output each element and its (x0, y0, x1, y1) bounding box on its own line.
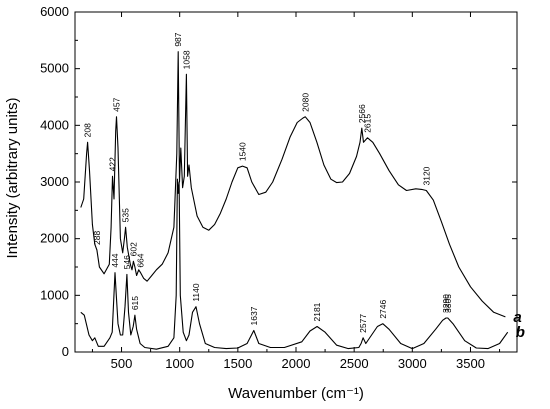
x-tick-label: 3500 (456, 356, 485, 371)
x-tick-label: 1500 (223, 356, 252, 371)
y-tick-label: 5000 (40, 61, 69, 76)
y-tick-label: 4000 (40, 117, 69, 132)
peak-label: 288 (92, 231, 102, 245)
peak-label: 3120 (421, 166, 431, 185)
y-tick-label: 3000 (40, 174, 69, 189)
peak-label: 1637 (249, 306, 259, 325)
peak-label: 2080 (300, 93, 310, 112)
peak-label: 535 (121, 208, 131, 222)
peak-label: 602 (128, 242, 138, 256)
series-label-a: a (513, 309, 521, 326)
peak-label: 422 (107, 157, 117, 171)
axes: 500 1000 1500 2000 2500 3000 3500 0 1000 2000 3000… (40, 4, 518, 371)
peak-label: 1058 (181, 50, 191, 69)
y-tick-label: 6000 (40, 4, 69, 19)
peak-label: 457 (112, 97, 122, 111)
peak-label: 546 (122, 255, 132, 269)
x-tick-label: 500 (111, 356, 133, 371)
x-tick-label: 1000 (165, 356, 194, 371)
peak-label: 1140 (191, 283, 201, 302)
y-tick-label: 2000 (40, 231, 69, 246)
x-tick-label: 3000 (398, 356, 427, 371)
series-line-b (80, 178, 509, 350)
x-axis-label: Wavenumber (cm⁻¹) (228, 385, 364, 402)
y-tick-label: 1000 (40, 287, 69, 302)
series-label-b: b (516, 324, 525, 341)
peak-label: 2615 (363, 114, 373, 133)
x-tick-label: 2000 (282, 356, 311, 371)
peak-label: 3305 (443, 294, 453, 313)
peak-label: 664 (136, 253, 146, 267)
y-axis-label: Intensity (arbitrary units) (4, 98, 21, 259)
x-tick-label: 2500 (340, 356, 369, 371)
series-line-a (80, 51, 506, 318)
peak-label: 987 (173, 32, 183, 46)
peak-label: 2566 (357, 104, 367, 123)
peak-label: 208 (83, 123, 93, 137)
peak-label: 2181 (312, 302, 322, 321)
peak-label: 1540 (237, 142, 247, 161)
peak-label: 3290 (441, 294, 451, 313)
peak-label: 2746 (378, 299, 388, 318)
peak-label: 444 (110, 253, 120, 267)
peak-label: 615 (130, 296, 140, 310)
y-tick-label: 0 (62, 344, 69, 359)
series-layer: ab (80, 51, 525, 350)
peak-label: 2577 (358, 314, 368, 333)
